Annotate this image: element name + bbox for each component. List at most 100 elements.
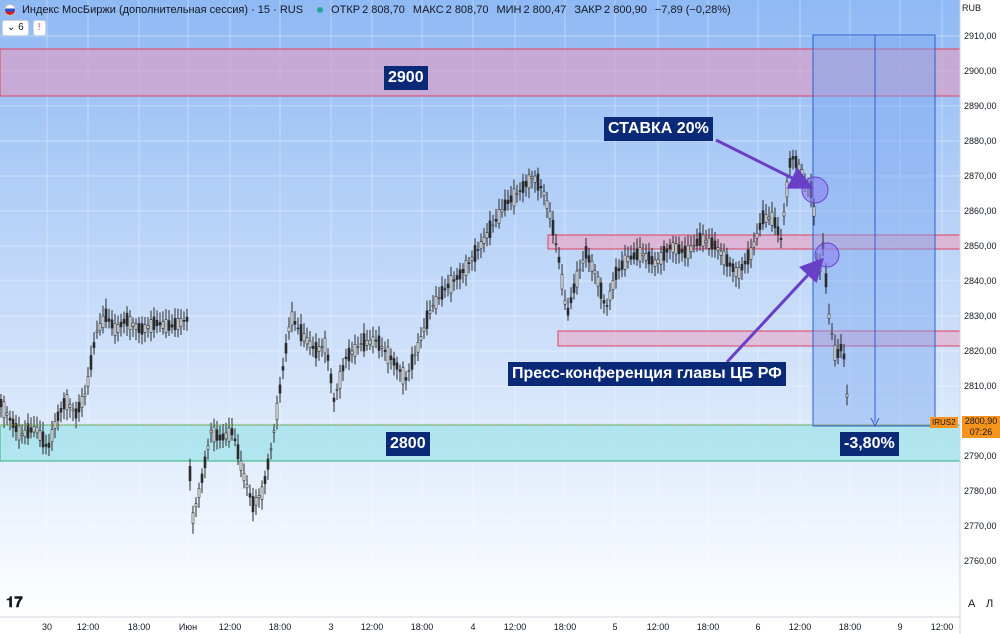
candle-body	[752, 241, 756, 248]
candle-body	[110, 319, 114, 329]
candle-body	[641, 253, 645, 256]
price-tick-label: 2910,00	[964, 31, 997, 41]
candle-body	[152, 316, 156, 330]
candle-body	[683, 245, 687, 258]
tradingview-logo-icon[interactable]: 𝟏𝟕	[6, 594, 23, 611]
candle-body	[0, 398, 3, 408]
candle-body	[611, 280, 615, 290]
candle-body	[422, 327, 426, 332]
price-tick-label: 2830,00	[964, 311, 997, 321]
candle-body	[287, 326, 291, 333]
close-value: 2 800,90	[604, 4, 647, 16]
candle-body	[494, 219, 498, 222]
candle-body	[692, 244, 696, 247]
candle-body	[11, 418, 15, 428]
candle-body	[65, 394, 69, 411]
candle-body	[635, 248, 639, 260]
candle-body	[239, 460, 243, 471]
candle-body	[569, 297, 573, 304]
candle-body	[203, 456, 207, 469]
price-tick-label: 2840,00	[964, 276, 997, 286]
candle-body	[767, 216, 771, 220]
candle-body	[401, 367, 405, 385]
candle-body	[530, 176, 534, 179]
candle-body	[329, 373, 333, 384]
candle-body	[428, 310, 432, 314]
candle-body	[437, 297, 441, 299]
candle-body	[485, 232, 489, 239]
candle-body	[38, 430, 42, 441]
price-tick-label: 2780,00	[964, 486, 997, 496]
candle-body	[182, 320, 186, 322]
bar-countdown: 07:26	[962, 427, 1000, 438]
candle-body	[86, 376, 90, 387]
candle-body	[317, 346, 321, 352]
candle-body	[749, 247, 753, 260]
time-tick-label: 12:00	[930, 622, 954, 632]
candle-body	[668, 244, 672, 250]
candle-body	[146, 325, 150, 329]
candle-body	[470, 256, 474, 261]
candle-body	[554, 243, 558, 246]
candle-body	[104, 308, 108, 322]
candle-body	[347, 347, 351, 362]
candle-body	[176, 318, 180, 330]
candle-body	[47, 442, 51, 448]
candle-body	[371, 336, 375, 347]
candle-body	[833, 344, 837, 361]
candle-body	[314, 342, 318, 359]
candle-body	[134, 323, 138, 330]
candle-body	[446, 283, 450, 289]
indicators-toggle[interactable]: ⌄ 6	[2, 20, 29, 36]
support-zone-2800	[0, 424, 961, 462]
candle-body	[830, 333, 834, 335]
candle-body	[233, 438, 237, 442]
candle-body	[413, 353, 417, 356]
candle-body	[389, 355, 393, 360]
log-scale-button[interactable]: Л	[986, 598, 994, 610]
low-value: 2 800,47	[523, 4, 567, 16]
alert-icon[interactable]: !	[32, 20, 46, 36]
candle-body	[581, 259, 585, 264]
candle-body	[107, 318, 111, 322]
candle-body	[155, 319, 159, 326]
candle-body	[218, 434, 222, 441]
candle-body	[425, 310, 429, 329]
candle-body	[95, 330, 99, 333]
candle-body	[212, 426, 216, 443]
candle-body	[242, 473, 246, 482]
candle-body	[746, 249, 750, 265]
candle-body	[500, 209, 504, 213]
candle-body	[797, 163, 801, 173]
candle-body	[455, 275, 459, 280]
auto-scale-button[interactable]: A	[968, 598, 976, 610]
price-tick-label: 2760,00	[964, 556, 997, 566]
candle-body	[173, 318, 177, 331]
candle-body	[326, 354, 330, 361]
candle-body	[545, 200, 549, 209]
candle-body	[119, 321, 123, 328]
candle-body	[158, 322, 162, 326]
price-tick-label: 2770,00	[964, 521, 997, 531]
candle-body	[380, 346, 384, 349]
time-tick-label: 18:00	[127, 622, 151, 632]
candle-body	[278, 384, 282, 394]
candle-body	[224, 432, 228, 440]
symbol-title[interactable]: Индекс МосБиржи (дополнительная сессия) …	[22, 4, 304, 16]
time-tick-label: 18:00	[838, 622, 862, 632]
time-tick-label: 12:00	[503, 622, 527, 632]
open-label: ОТКР	[331, 4, 361, 16]
candle-body	[83, 393, 87, 397]
time-tick-label: 12:00	[788, 622, 812, 632]
currency-label[interactable]: RUB	[962, 3, 982, 13]
indicator-count: 6	[18, 22, 24, 33]
candle-body	[365, 340, 369, 346]
high-value: 2 808,70	[445, 4, 489, 16]
candle-body	[842, 353, 846, 360]
candle-body	[281, 366, 285, 371]
russia-flag-icon	[4, 4, 16, 16]
candle-body	[416, 341, 420, 353]
candle-body	[644, 253, 648, 261]
candle-body	[419, 336, 423, 341]
